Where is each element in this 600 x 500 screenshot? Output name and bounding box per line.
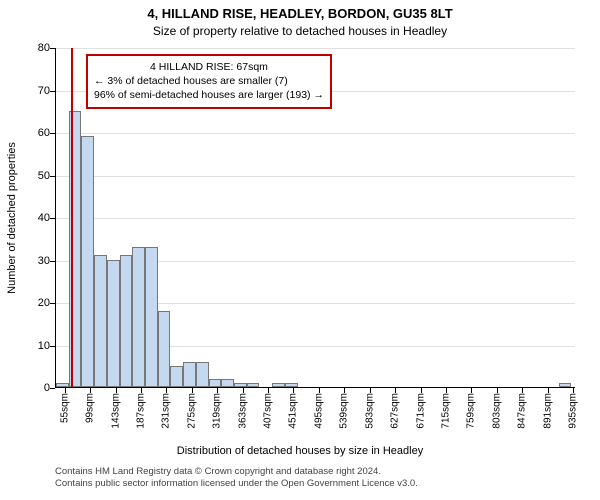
xtick-label: 231sqm (161, 393, 172, 429)
ytick-label: 20 (38, 297, 50, 309)
gridline (56, 48, 575, 49)
footer-line-2: Contains public sector information licen… (55, 478, 418, 490)
annotation-box: 4 HILLAND RISE: 67sqm← 3% of detached ho… (86, 54, 332, 109)
xtick-label: 759sqm (466, 393, 477, 429)
ytick-label: 60 (38, 127, 50, 139)
annotation-line: ← 3% of detached houses are smaller (7) (94, 74, 324, 88)
xtick-label: 495sqm (313, 393, 324, 429)
ytick-mark (50, 48, 55, 49)
annotation-line: 4 HILLAND RISE: 67sqm (94, 60, 324, 74)
x-axis-label: Distribution of detached houses by size … (0, 445, 600, 457)
histogram-bar (221, 379, 234, 388)
ytick-mark (50, 388, 55, 389)
annotation-line: 96% of semi-detached houses are larger (… (94, 88, 324, 102)
xtick-label: 319sqm (212, 393, 223, 429)
histogram-bar (145, 247, 158, 387)
histogram-bar (56, 383, 69, 387)
footer-attribution: Contains HM Land Registry data © Crown c… (55, 466, 418, 490)
xtick-label: 891sqm (542, 393, 553, 429)
xtick-label: 451sqm (288, 393, 299, 429)
ytick-mark (50, 91, 55, 92)
chart-title-main: 4, HILLAND RISE, HEADLEY, BORDON, GU35 8… (0, 6, 600, 21)
plot-area: 0102030405060708055sqm99sqm143sqm187sqm2… (55, 48, 575, 388)
histogram-bar (209, 379, 222, 388)
histogram-bar (81, 136, 94, 387)
xtick-label: 275sqm (186, 393, 197, 429)
histogram-bar (107, 260, 120, 388)
ytick-mark (50, 346, 55, 347)
xtick-label: 847sqm (517, 393, 528, 429)
xtick-label: 627sqm (390, 393, 401, 429)
xtick-label: 715sqm (441, 393, 452, 429)
chart-container: 4, HILLAND RISE, HEADLEY, BORDON, GU35 8… (0, 0, 600, 500)
gridline (56, 133, 575, 134)
histogram-bar (196, 362, 209, 388)
ytick-mark (50, 133, 55, 134)
histogram-bar (234, 383, 247, 387)
y-axis-label: Number of detached properties (6, 142, 18, 294)
xtick-label: 539sqm (339, 393, 350, 429)
footer-line-1: Contains HM Land Registry data © Crown c… (55, 466, 418, 478)
reference-line (71, 48, 73, 387)
histogram-bar (183, 362, 196, 388)
histogram-bar (94, 255, 107, 387)
xtick-label: 363sqm (237, 393, 248, 429)
histogram-bar (132, 247, 145, 387)
ytick-mark (50, 303, 55, 304)
gridline (56, 176, 575, 177)
ytick-label: 10 (38, 340, 50, 352)
ytick-mark (50, 218, 55, 219)
ytick-mark (50, 176, 55, 177)
xtick-label: 583sqm (364, 393, 375, 429)
ytick-mark (50, 261, 55, 262)
xtick-label: 935sqm (568, 393, 579, 429)
ytick-label: 30 (38, 255, 50, 267)
xtick-label: 671sqm (415, 393, 426, 429)
histogram-bar (170, 366, 183, 387)
ytick-label: 70 (38, 85, 50, 97)
ytick-label: 0 (44, 382, 50, 394)
ytick-label: 50 (38, 170, 50, 182)
histogram-bar (272, 383, 285, 387)
gridline (56, 218, 575, 219)
xtick-label: 99sqm (85, 393, 96, 423)
ytick-label: 80 (38, 42, 50, 54)
histogram-bar (247, 383, 260, 387)
chart-title-sub: Size of property relative to detached ho… (0, 24, 600, 38)
xtick-label: 55sqm (59, 393, 70, 423)
xtick-label: 143sqm (110, 393, 121, 429)
histogram-bar (120, 255, 133, 387)
histogram-bar (559, 383, 572, 387)
histogram-bar (158, 311, 171, 388)
xtick-label: 407sqm (263, 393, 274, 429)
xtick-label: 803sqm (491, 393, 502, 429)
ytick-label: 40 (38, 212, 50, 224)
histogram-bar (285, 383, 298, 387)
xtick-label: 187sqm (135, 393, 146, 429)
